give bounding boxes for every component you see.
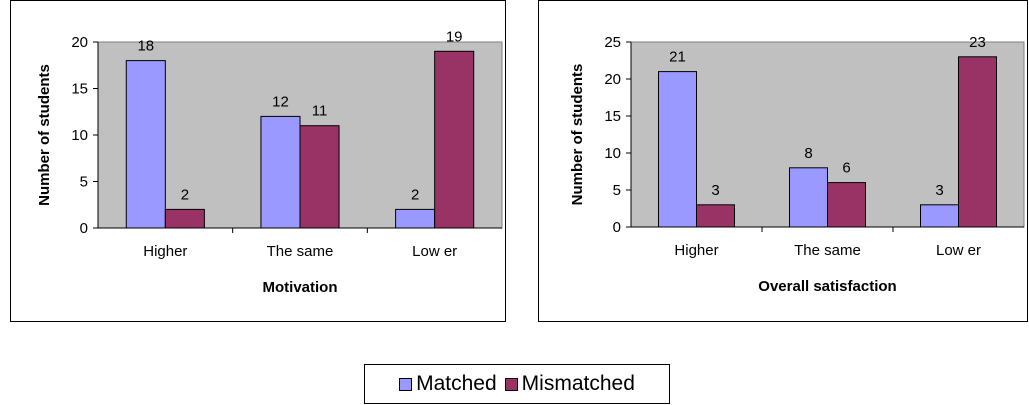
data-label-matched: 3 [935,182,943,199]
bar-mismatched [164,208,205,229]
y-tick-label: 15 [604,108,621,125]
bar-matched [658,71,698,228]
legend-item-mismatched: Mismatched [504,372,635,396]
bar-matched [260,115,301,229]
chart-overall-satisfaction-svg: 0 5 10 15 20 25 Number of students Higher 21 3 The… [569,34,1025,295]
data-label-mismatched: 2 [181,186,189,203]
legend-label-mismatched: Mismatched [521,372,635,395]
x-tick-label: The same [267,243,334,260]
bar-matched [125,60,166,229]
data-label-matched: 12 [272,93,289,110]
y-tick-label: 25 [604,34,621,51]
x-axis-label: Motivation [263,279,338,296]
y-tick-label: 15 [71,81,88,98]
legend-swatch-matched [399,377,413,391]
data-label-matched: 2 [411,186,419,203]
data-label-mismatched: 11 [312,103,328,120]
y-tick-label: 10 [71,127,88,144]
chart-motivation-svg: 0 5 10 15 20 Number of students Higher 18 2 The s… [36,28,503,296]
bar-matched [789,167,828,228]
chart-motivation: 0 5 10 15 20 Number of students Higher 18 2 The s… [10,0,506,322]
x-tick-label: The same [794,242,861,259]
x-tick-label: Higher [143,243,187,260]
x-axis-label: Overall satisfaction [758,278,896,295]
bar-mismatched [696,204,735,228]
y-tick-label: 0 [80,220,88,237]
y-tick-label: 5 [613,182,621,199]
bar-matched [920,204,960,228]
bar-mismatched [958,56,997,228]
legend-item-matched: Matched [399,372,497,396]
bar-mismatched [299,125,340,229]
data-label-mismatched: 23 [969,34,986,51]
y-axis-label: Number of students [569,64,586,206]
y-axis-label: Number of students [36,64,53,206]
x-tick-label: Higher [674,242,718,259]
data-label-matched: 8 [804,145,812,162]
legend-label-matched: Matched [416,372,497,395]
y-tick-label: 20 [71,34,88,51]
data-label-mismatched: 19 [446,28,463,45]
data-label-mismatched: 6 [842,160,850,177]
y-tick-label: 10 [604,145,621,162]
data-label-matched: 21 [669,49,686,66]
x-tick-label: Low er [412,243,457,260]
data-label-mismatched: 3 [711,182,719,199]
chart-legend: Matched Mismatched [364,364,670,404]
chart-overall-satisfaction: 0 5 10 15 20 25 Number of students Higher 21 3 The… [538,0,1028,322]
bar-mismatched [434,50,475,229]
y-tick-label: 20 [604,71,621,88]
y-tick-label: 5 [80,174,88,191]
bar-matched [395,208,436,229]
x-tick-label: Low er [936,242,981,259]
legend-swatch-mismatched [504,377,518,391]
y-tick-label: 0 [613,219,621,236]
data-label-matched: 18 [137,38,154,55]
bar-mismatched [827,182,866,228]
